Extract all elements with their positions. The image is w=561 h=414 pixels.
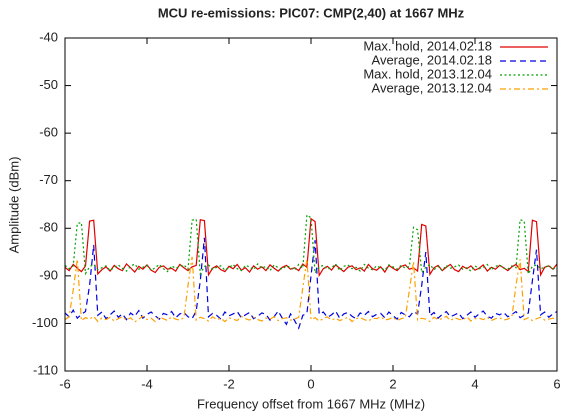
y-tick-label: -60 bbox=[39, 125, 58, 140]
y-axis-label: Amplitude (dBm) bbox=[6, 157, 21, 254]
y-tick-label: -40 bbox=[39, 29, 58, 44]
y-tick-label: -70 bbox=[39, 172, 58, 187]
y-tick-label: -90 bbox=[39, 267, 58, 282]
x-tick-label: -6 bbox=[59, 376, 71, 391]
y-tick-label: -80 bbox=[39, 220, 58, 235]
x-tick-label: 4 bbox=[471, 376, 478, 391]
legend-label: Max. hold, 2014.02.18 bbox=[363, 38, 492, 53]
x-tick-label: -4 bbox=[141, 376, 153, 391]
legend-label: Average, 2013.12.04 bbox=[372, 80, 492, 95]
legend-label: Average, 2014.02.18 bbox=[372, 52, 492, 67]
data-line bbox=[64, 256, 558, 323]
x-tick-label: -2 bbox=[223, 376, 235, 391]
x-tick-label: 2 bbox=[389, 376, 396, 391]
x-tick-label: 0 bbox=[307, 376, 314, 391]
x-tick-label: 6 bbox=[553, 376, 560, 391]
data-line bbox=[64, 213, 558, 277]
data-line bbox=[64, 237, 558, 330]
x-axis-label: Frequency offset from 1667 MHz (MHz) bbox=[197, 396, 425, 411]
plot-frame bbox=[64, 37, 558, 372]
legend-label: Max. hold, 2013.12.04 bbox=[363, 66, 492, 81]
y-tick-label: -110 bbox=[33, 362, 58, 377]
chart-title: MCU re-emissions: PIC07: CMP(2,40) at 16… bbox=[158, 5, 465, 20]
y-tick-label: -100 bbox=[32, 315, 58, 330]
y-tick-label: -50 bbox=[39, 77, 58, 92]
